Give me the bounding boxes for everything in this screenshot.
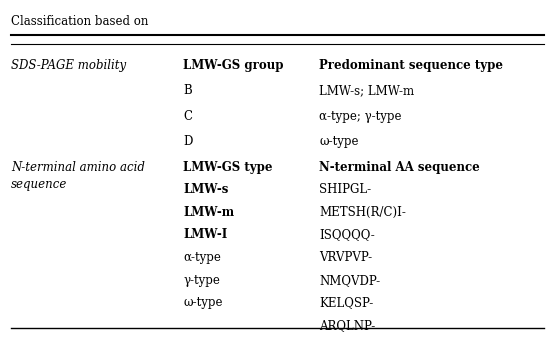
Text: N-terminal AA sequence: N-terminal AA sequence [319,161,480,173]
Text: METSH(R/C)I-: METSH(R/C)I- [319,206,406,219]
Text: ω-type: ω-type [183,296,223,309]
Text: SHIPGL-: SHIPGL- [319,183,371,196]
Text: LMW-s: LMW-s [183,183,229,196]
Text: N-terminal amino acid
sequence: N-terminal amino acid sequence [11,161,145,191]
Text: LMW-GS type: LMW-GS type [183,161,273,173]
Text: γ-type: γ-type [183,274,220,287]
Text: Predominant sequence type: Predominant sequence type [319,59,503,72]
Text: LMW-s; LMW-m: LMW-s; LMW-m [319,84,414,97]
Text: LMW-GS group: LMW-GS group [183,59,284,72]
Text: ISQQQQ-: ISQQQQ- [319,228,375,241]
Text: B: B [183,84,192,97]
Text: NMQVDP-: NMQVDP- [319,274,380,287]
Text: KELQSP-: KELQSP- [319,296,374,309]
Text: α-type: α-type [183,251,221,264]
Text: LMW-I: LMW-I [183,228,228,241]
Text: α-type; γ-type: α-type; γ-type [319,110,402,123]
Text: SDS-PAGE mobility: SDS-PAGE mobility [11,59,126,72]
Text: D: D [183,135,193,148]
Text: LMW-m: LMW-m [183,206,234,219]
Text: C: C [183,110,192,123]
Text: VRVPVP-: VRVPVP- [319,251,372,264]
Text: ω-type: ω-type [319,135,359,148]
Text: ARQLNP-: ARQLNP- [319,319,375,332]
Text: Classification based on: Classification based on [11,15,149,28]
